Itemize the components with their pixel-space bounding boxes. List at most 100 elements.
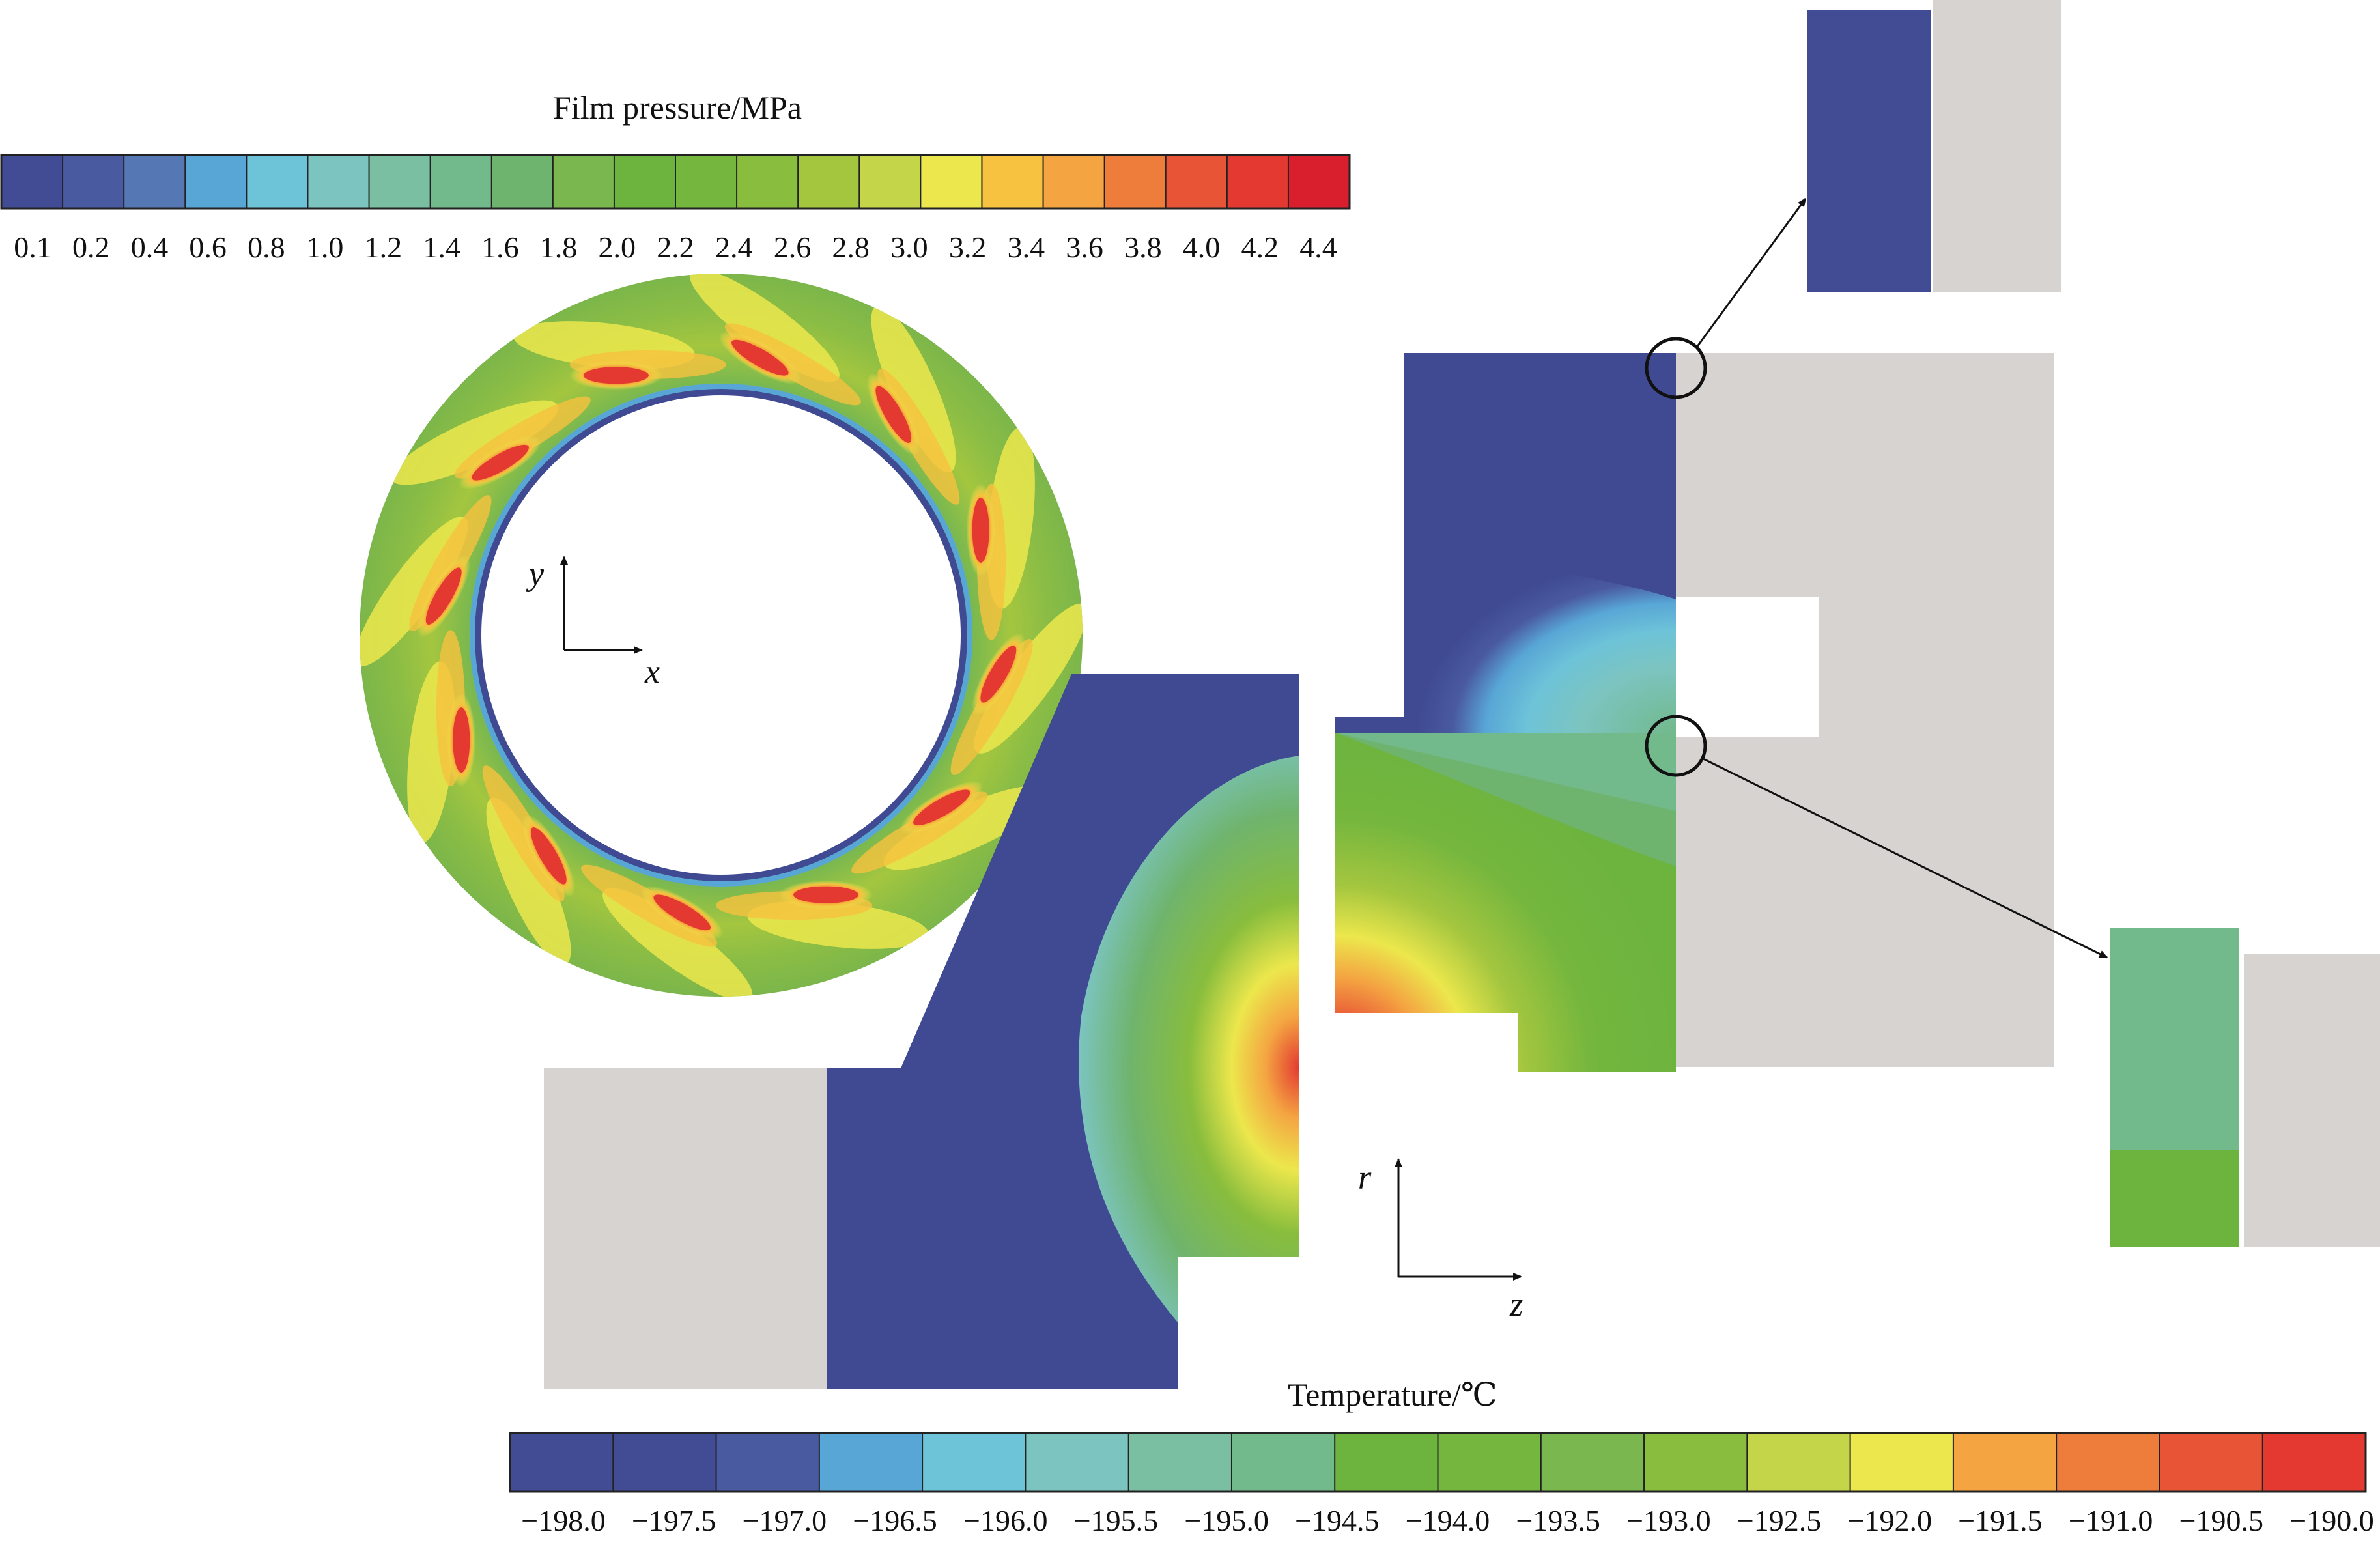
pressure-tick-label: 3.8 — [1124, 231, 1162, 264]
pressure-tick-label: 1.4 — [423, 231, 460, 264]
pressure-colorbar — [0, 154, 1351, 210]
pressure-colorbar-cell — [490, 154, 554, 209]
pressure-legend: Film pressure/MPa 0.1 0.2 0.4 0.6 0.8 1.0 1.2 1… — [0, 89, 1351, 264]
temperature-colorbar-cell — [2261, 1432, 2367, 1492]
stator-upper-gradient — [1404, 547, 1676, 733]
pressure-tick-label: 4.2 — [1241, 231, 1279, 264]
groove-swirl — [883, 785, 1051, 870]
temperature-colorbar-cell — [1437, 1432, 1542, 1492]
pressure-colorbar-cell — [246, 154, 309, 209]
temperature-colorbar-cell — [922, 1432, 1027, 1492]
detail-arrow-top — [1695, 197, 1807, 348]
groove-pressure-core — [425, 567, 462, 625]
temperature-tick-label: −196.5 — [853, 1504, 937, 1537]
ring-axes: y x — [526, 556, 660, 690]
pressure-legend-ticks: 0.1 0.2 0.4 0.6 0.8 1.0 1.2 1.4 1.6 1.8 2.0 2.2 2.4 2… — [14, 231, 1337, 264]
temperature-tick-label: −194.0 — [1406, 1504, 1490, 1537]
pressure-tick-label: 0.6 — [189, 231, 227, 264]
temperature-legend-ticks: −198.0 −197.5 −197.0 −196.5 −196.0 −195.5 −195… — [521, 1504, 2373, 1537]
pressure-colorbar-cell — [1, 154, 64, 209]
groove-pressure-core — [913, 789, 970, 826]
ring-bore-edge-2 — [470, 384, 972, 887]
pressure-tick-label: 2.8 — [832, 231, 870, 264]
temperature-tick-label: −192.0 — [1848, 1504, 1932, 1537]
temperature-colorbar-cell — [1643, 1432, 1748, 1492]
pressure-legend-title: Film pressure/MPa — [553, 89, 802, 126]
groove-pressure-core — [583, 367, 649, 384]
groove-pressure-core — [472, 444, 529, 481]
inset-bottom — [2110, 928, 2380, 1247]
detail-marker-top — [1645, 337, 1707, 399]
pressure-colorbar-cell — [736, 154, 799, 209]
temperature-tick-label: −191.5 — [1958, 1504, 2042, 1537]
temperature-colorbar-cell — [715, 1432, 821, 1492]
temperature-colorbar-cell — [818, 1432, 924, 1492]
pressure-tick-label: 2.4 — [715, 231, 753, 264]
detail-marker-bottom — [1645, 715, 1707, 777]
groove-pressure-core — [875, 386, 912, 443]
pressure-tick-label: 3.6 — [1066, 231, 1103, 264]
pressure-colorbar-cell — [1042, 154, 1106, 209]
temperature-legend-title: Temperature/℃ — [1288, 1376, 1497, 1413]
section-axes: r z — [1358, 1158, 1523, 1324]
section-r-label: r — [1358, 1159, 1372, 1197]
temperature-tick-label: −193.0 — [1626, 1504, 1710, 1537]
groove-pressure-core — [972, 497, 989, 563]
ring-bore-edge — [475, 389, 967, 881]
pressure-tick-label: 3.0 — [890, 231, 928, 264]
pressure-tick-label: 1.2 — [365, 231, 403, 264]
temperature-colorbar-cell — [1952, 1432, 2058, 1492]
pressure-tick-label: 2.2 — [657, 231, 694, 264]
pressure-tick-label: 1.6 — [481, 231, 519, 264]
temperature-colorbar-cell — [1334, 1432, 1439, 1492]
detail-arrow-bottom — [1703, 758, 2108, 959]
groove-pressure-core — [980, 646, 1017, 703]
temperature-colorbar — [509, 1432, 2367, 1493]
pressure-tick-label: 1.8 — [540, 231, 578, 264]
temperature-colorbar-cell — [509, 1432, 614, 1492]
ring-spiral-grooves — [360, 274, 1083, 997]
temperature-tick-label: −197.5 — [632, 1504, 716, 1537]
pressure-colorbar-cell — [858, 154, 922, 209]
pressure-colorbar-cell — [613, 154, 677, 209]
pressure-colorbar-cell — [368, 154, 432, 209]
pressure-tick-label: 2.0 — [599, 231, 636, 264]
ring-y-label: y — [526, 556, 545, 593]
pressure-tick-label: 0.4 — [131, 231, 169, 264]
groove-pressure-core — [731, 339, 789, 376]
temperature-tick-label: −197.0 — [743, 1504, 827, 1537]
pressure-tick-label: 1.0 — [306, 231, 344, 264]
temperature-tick-label: −193.5 — [1516, 1504, 1600, 1537]
temperature-tick-label: −198.0 — [521, 1504, 605, 1537]
temperature-tick-label: −196.0 — [963, 1504, 1047, 1537]
groove-swirl — [486, 797, 571, 965]
temperature-colorbar-cell — [1127, 1432, 1233, 1492]
temperature-tick-label: −195.5 — [1074, 1504, 1158, 1537]
groove-pressure-core — [530, 827, 567, 885]
pressure-colorbar-cell — [307, 154, 371, 209]
pressure-tick-label: 3.4 — [1008, 231, 1045, 264]
temperature-tick-label: −190.0 — [2289, 1504, 2373, 1537]
temperature-colorbar-cell — [2159, 1432, 2264, 1492]
solid-left-block — [544, 1068, 827, 1389]
ring-bore — [480, 394, 962, 876]
groove-pressure-core — [653, 894, 711, 931]
pressure-colorbar-cell — [552, 154, 616, 209]
pressure-colorbar-cell — [123, 154, 186, 209]
temperature-tick-label: −195.0 — [1184, 1504, 1268, 1537]
temperature-tick-label: −190.5 — [2179, 1504, 2263, 1537]
temperature-tick-label: −194.5 — [1295, 1504, 1379, 1537]
temperature-colorbar-cell — [1025, 1432, 1130, 1492]
inset-top — [1807, 0, 2061, 292]
pressure-colorbar-cell — [1226, 154, 1290, 209]
pressure-tick-label: 0.8 — [248, 231, 285, 264]
pressure-tick-label: 4.0 — [1183, 231, 1221, 264]
pressure-colorbar-cell — [1165, 154, 1228, 209]
temperature-colorbar-cell — [612, 1432, 718, 1492]
pressure-ring — [360, 274, 1083, 997]
seal-cross-section — [544, 0, 2380, 1389]
rotor-cold-zone — [827, 674, 1299, 1389]
solid-right-block — [1676, 353, 2054, 1067]
pressure-tick-label: 3.2 — [949, 231, 987, 264]
stator-transition-2 — [1335, 733, 1676, 866]
